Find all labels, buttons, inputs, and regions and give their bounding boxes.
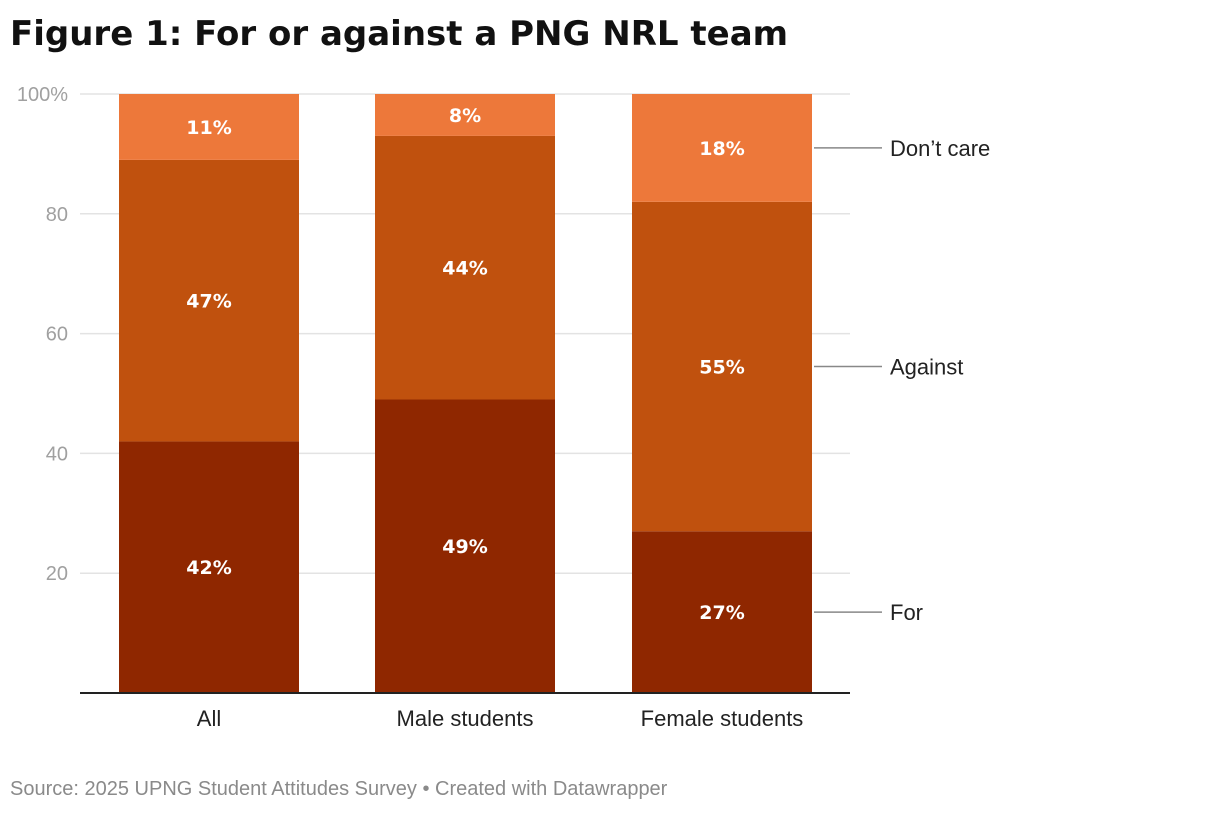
bar-segment-2-0	[632, 531, 812, 693]
data-label-2-2: 18%	[699, 138, 744, 160]
data-label-0-0: 42%	[186, 557, 231, 579]
legend-label-0: For	[890, 600, 923, 625]
data-label-0-2: 11%	[186, 117, 231, 139]
x-category-label-1: Male students	[397, 706, 534, 731]
y-tick-label-100: 100%	[17, 84, 68, 106]
bar-segment-1-1	[375, 135, 555, 400]
bar-segment-0-1	[119, 159, 299, 442]
legend-label-2: Don’t care	[890, 136, 990, 161]
bar-segment-0-2	[119, 94, 299, 160]
bar-segment-0-0	[119, 441, 299, 693]
chart-title: Figure 1: For or against a PNG NRL team	[10, 14, 789, 54]
y-tick-label-20: 20	[46, 563, 68, 585]
data-label-1-2: 8%	[449, 105, 481, 127]
data-label-2-0: 27%	[699, 602, 744, 624]
data-label-1-1: 44%	[442, 258, 487, 280]
data-label-1-0: 49%	[442, 536, 487, 558]
bar-segment-2-1	[632, 201, 812, 532]
source-note: Source: 2025 UPNG Student Attitudes Surv…	[10, 778, 668, 800]
legend-label-1: Against	[890, 355, 963, 380]
x-category-label-2: Female students	[641, 706, 804, 731]
bar-segment-1-2	[375, 94, 555, 136]
x-category-label-0: All	[197, 706, 221, 731]
y-tick-label-60: 60	[46, 324, 68, 346]
bar-segment-1-0	[375, 399, 555, 693]
data-label-2-1: 55%	[699, 357, 744, 379]
y-tick-label-40: 40	[46, 443, 68, 465]
bar-segment-2-2	[632, 94, 812, 202]
data-label-0-1: 47%	[186, 291, 231, 313]
y-tick-label-80: 80	[46, 204, 68, 226]
